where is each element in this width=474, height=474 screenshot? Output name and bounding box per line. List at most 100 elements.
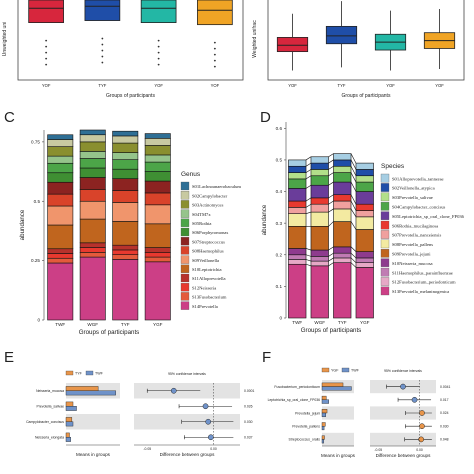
segment-connector: [328, 246, 334, 251]
legend-label: S12Neisseria: [192, 285, 216, 290]
x-axis-label: Groups of participants: [106, 93, 155, 99]
stacked-bar-segment: [288, 226, 307, 249]
stacked-bar-segment: [112, 178, 139, 191]
y-axis-label: abundance: [261, 204, 268, 235]
stacked-bar-segment: [144, 247, 171, 253]
legend-swatch: [380, 183, 390, 192]
p-value: 0.030: [440, 424, 449, 428]
legend-label: TWF: [95, 371, 104, 375]
legend-swatch: [85, 370, 94, 376]
box: [28, 0, 64, 24]
panel-label-c: C: [4, 109, 15, 126]
y-tick-label: 0.3: [276, 221, 283, 226]
panel-label-d: D: [260, 109, 271, 126]
category-label: Prevotella_salivae: [36, 405, 64, 409]
y-tick-label: 0.25: [31, 258, 40, 263]
stacked-bar-segment: [47, 257, 74, 264]
stacked-bar-segment: [144, 138, 171, 146]
box: [197, 0, 233, 26]
segment-connector: [305, 259, 312, 262]
ci-tick-label: -0.05: [143, 447, 151, 451]
difference-point: [419, 410, 425, 416]
stacked-bar-segment: [333, 172, 352, 183]
segment-connector: [305, 175, 312, 180]
stacked-bar-segment: [79, 218, 106, 244]
x-axis-label: Groups of participants: [79, 329, 140, 336]
stacked-bar-segment: [112, 254, 139, 260]
outlier-point: [213, 41, 216, 44]
stacked-bar-segment: [144, 180, 171, 194]
category-label: Leptotrichia_sp_oral_clone_FP036: [268, 398, 321, 402]
p-value: 0.017: [440, 398, 449, 402]
y-tick-label: 0.4: [276, 189, 283, 194]
stacked-bar-segment: [288, 172, 307, 180]
stacked-bar-segment: [355, 175, 374, 183]
outlier-point: [213, 47, 216, 50]
stacked-bar-segment: [333, 246, 352, 254]
stacked-bar-segment: [310, 197, 329, 205]
mean-bar: [65, 401, 74, 407]
legend-label: S01Lachnoanaerobaculum: [192, 184, 241, 189]
category-label: Neisseria_mucosa: [36, 389, 64, 393]
stacked-bar-segment: [310, 203, 329, 213]
stacked-bar-segment: [333, 153, 352, 161]
stacked-bar-segment: [355, 162, 374, 170]
legend-title: Genus: [181, 171, 201, 178]
legend-swatch: [380, 249, 390, 258]
outlier-point: [45, 51, 48, 54]
p-value: 0.037: [244, 435, 253, 439]
legend-swatch: [380, 258, 390, 267]
stacked-bar-segment: [79, 129, 106, 136]
row-band: [322, 432, 354, 446]
legend-label: S12Fusobacterium_periodonticum: [392, 280, 456, 285]
stacked-bar-segment: [355, 169, 374, 177]
mean-bar: [321, 395, 327, 401]
legend-label: S03Actinomyces: [192, 203, 224, 208]
category-label: Prevotella_jejuni: [295, 411, 320, 415]
y-axis-label: Weighted unifrac: [252, 20, 258, 58]
stacked-bar-segment: [333, 165, 352, 173]
row-band: [370, 432, 436, 446]
stacked-bar-segment: [310, 184, 329, 199]
legend-swatch: [380, 173, 390, 183]
legend-label: S11Alloprevotella: [192, 276, 226, 281]
stacked-bar-segment: [144, 223, 171, 248]
legend-swatch: [180, 246, 190, 255]
stacked-bar-segment: [310, 169, 329, 177]
legend-label: S08Haemophilus: [192, 249, 224, 254]
p-value: 0.0001: [244, 389, 254, 393]
box: [325, 25, 358, 45]
stacked-bar-segment: [112, 168, 139, 179]
row-band: [322, 406, 354, 420]
mean-bar: [321, 422, 326, 427]
legend-swatch: [180, 283, 190, 292]
segment-connector: [305, 197, 312, 202]
stacked-bar-segment: [310, 211, 329, 227]
outlier-point: [213, 53, 216, 56]
legend-swatch: [380, 192, 390, 202]
stacked-bar-segment: [47, 162, 74, 174]
p-value: 0.048: [440, 438, 449, 442]
segment-connector: [350, 194, 357, 205]
stacked-bar-segment: [79, 158, 106, 169]
x-tick-label: YOF: [288, 83, 297, 88]
stacked-bar-segment: [47, 262, 74, 321]
legend-swatch: [380, 239, 390, 249]
segment-connector: [350, 208, 357, 217]
stacked-bar-segment: [79, 200, 106, 220]
stacked-bar-segment: [288, 200, 307, 208]
y-tick-label: 0.2: [276, 252, 283, 257]
segment-connector: [350, 159, 357, 170]
outlier-point: [101, 37, 104, 40]
legend-swatch: [180, 264, 190, 273]
legend-swatch: [180, 273, 190, 283]
legend-label: TWF: [351, 368, 360, 372]
outlier-point: [45, 57, 48, 60]
stacked-bar-segment: [112, 190, 139, 203]
segment-connector: [328, 252, 334, 257]
stacked-bar-segment: [79, 247, 106, 253]
outlier-point: [157, 57, 160, 60]
stacked-bar-segment: [333, 208, 352, 222]
x-axis-label: Means in groups: [76, 452, 111, 457]
legend-swatch: [380, 277, 390, 286]
